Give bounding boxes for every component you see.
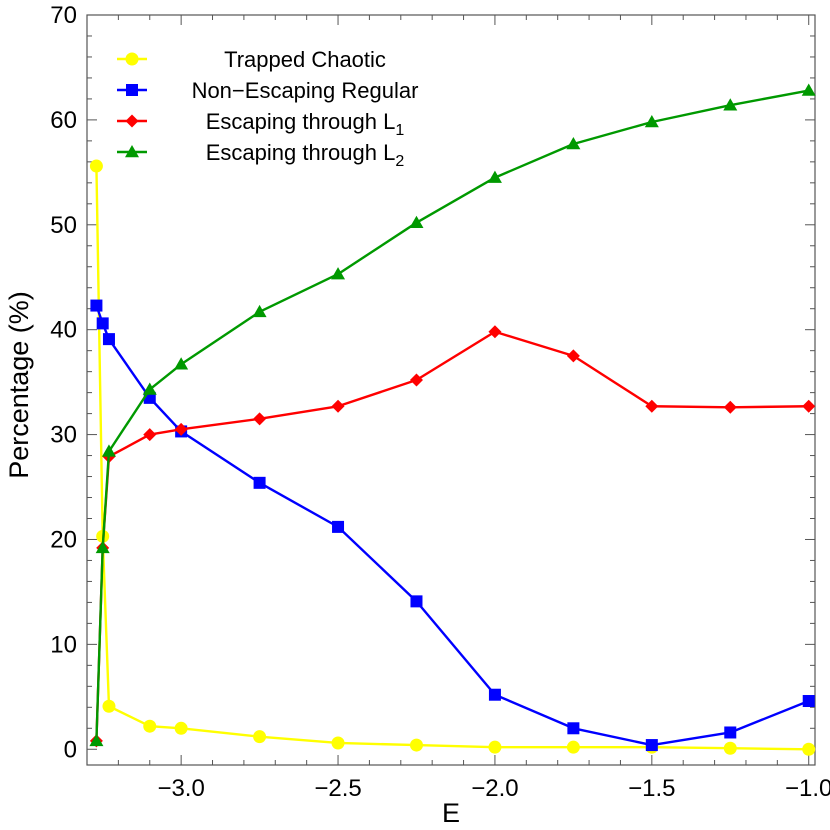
data-point: [95, 540, 110, 554]
data-point: [143, 719, 157, 733]
data-point: [89, 733, 104, 747]
data-point: [102, 333, 115, 346]
y-tick-label: 50: [50, 212, 77, 239]
legend-label: Non−Escaping Regular: [192, 78, 419, 103]
data-point: [253, 412, 267, 426]
data-point: [101, 444, 116, 457]
legend-item-0: Trapped Chaotic: [117, 47, 386, 72]
series-line-2: [95, 330, 809, 741]
data-point: [89, 159, 103, 173]
plot-area-frame: [86, 14, 816, 766]
y-tick-label: 30: [50, 422, 77, 449]
legend-item-3: Escaping through L2: [117, 140, 404, 170]
legend-label-main: Non−Escaping Regular: [192, 78, 419, 103]
plot-frame: [86, 14, 816, 766]
data-point: [645, 739, 658, 752]
legend-marker: [125, 114, 139, 128]
y-tick-label: 20: [50, 526, 77, 553]
data-point: [488, 740, 502, 754]
series-line-0: [95, 166, 809, 751]
data-point: [409, 373, 423, 387]
data-point: [174, 721, 188, 735]
legend-label: Escaping through L2: [206, 140, 405, 170]
legend-marker: [126, 84, 138, 96]
data-point: [487, 170, 502, 183]
y-tick-label: 40: [50, 317, 77, 344]
data-point: [409, 215, 424, 228]
data-point: [409, 738, 423, 752]
data-point: [488, 325, 502, 339]
data-point: [723, 741, 737, 755]
data-point: [802, 695, 815, 708]
data-point: [410, 595, 423, 608]
data-point: [96, 317, 109, 330]
data-point: [645, 399, 659, 413]
data-point: [567, 722, 580, 735]
data-point: [566, 740, 580, 754]
legend-item-1: Non−Escaping Regular: [117, 78, 418, 103]
data-point: [142, 382, 157, 395]
legend: Trapped Chaotic Non−Escaping Regular Escap…: [117, 47, 418, 170]
data-point: [488, 688, 501, 701]
data-point: [90, 299, 103, 312]
legend-label-main: Escaping through L: [206, 140, 396, 165]
x-tick-label: −1.0: [785, 775, 830, 802]
y-tick-label: 70: [50, 2, 77, 29]
x-tick-label: −2.5: [314, 775, 361, 802]
data-point: [802, 742, 816, 756]
y-tick-label: 10: [50, 631, 77, 658]
y-tick-label: 0: [64, 736, 77, 763]
data-point: [253, 730, 267, 744]
data-point: [724, 726, 737, 739]
legend-label: Escaping through L1: [206, 109, 405, 139]
legend-item-2: Escaping through L1: [117, 109, 404, 139]
data-point: [174, 357, 189, 370]
series-0: [89, 159, 816, 756]
x-tick-label: −2.0: [471, 775, 518, 802]
series-1: [90, 299, 815, 752]
data-point: [102, 699, 116, 713]
legend-marker: [125, 145, 139, 158]
series-3: [89, 83, 816, 747]
data-point: [253, 476, 266, 489]
y-axis-label: Percentage (%): [4, 291, 34, 479]
data-point: [801, 83, 816, 96]
data-point: [644, 114, 659, 128]
series-layer: [89, 83, 816, 756]
data-point: [331, 399, 345, 413]
data-point: [723, 400, 737, 414]
data-point: [331, 267, 346, 280]
axis-ticks: −3.0 −2.5 −2.0 −1.5 −1.0 0 10 20 30 40 50 60 70: [50, 2, 830, 802]
legend-label-main: Trapped Chaotic: [224, 47, 386, 72]
axis-labels: E Percentage (%): [4, 291, 460, 828]
x-axis-label: E: [442, 798, 460, 828]
legend-label: Trapped Chaotic: [224, 47, 386, 72]
x-tick-label: −3.0: [157, 775, 204, 802]
data-point: [143, 428, 157, 442]
data-point: [802, 399, 816, 413]
x-tick-label: −1.5: [628, 775, 675, 802]
y-tick-label: 60: [50, 107, 77, 134]
series-line-1: [95, 305, 810, 747]
series-2: [89, 325, 816, 748]
legend-label-subscript: 2: [395, 153, 404, 170]
data-point: [566, 137, 581, 150]
data-point: [174, 422, 188, 436]
data-point: [332, 520, 345, 533]
legend-marker: [125, 52, 139, 66]
data-point: [566, 349, 580, 363]
data-point: [723, 98, 738, 111]
data-point: [331, 736, 345, 750]
legend-label-subscript: 1: [395, 122, 404, 139]
data-point: [252, 304, 267, 318]
legend-label-main: Escaping through L: [206, 109, 396, 134]
